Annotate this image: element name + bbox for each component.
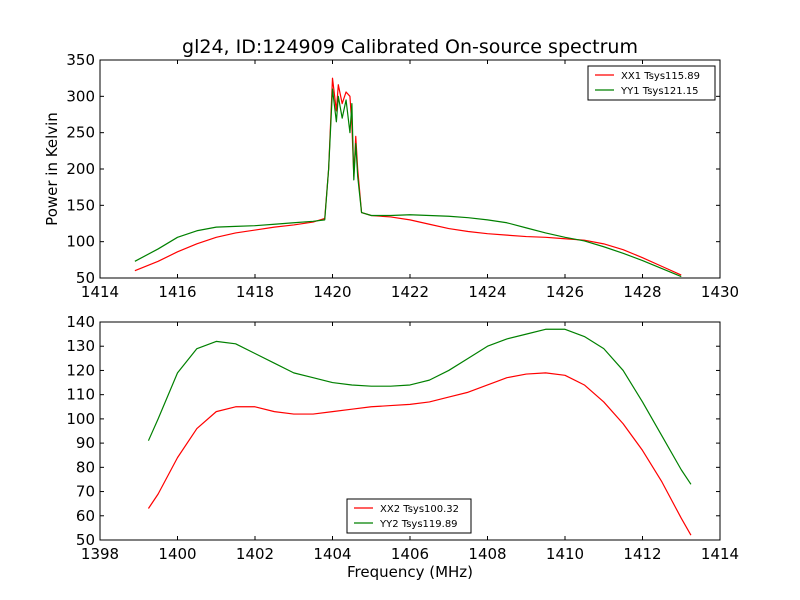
x-tick-label: 1426 xyxy=(546,283,584,301)
x-tick-label: 1420 xyxy=(313,283,351,301)
legend-label: XX1 Tsys115.89 xyxy=(621,71,700,82)
figure-title: gl24, ID:124909 Calibrated On-source spe… xyxy=(182,36,638,58)
legend-box xyxy=(346,498,472,534)
plot-panel-top: 1414 1416 1418 1420 1422 1424 1426 1428 1430 50 10… xyxy=(43,51,739,301)
legend-label: YY2 Tsys119.89 xyxy=(379,519,458,530)
plot-panels: 1414 1416 1418 1420 1422 1424 1426 1428 1430 50 10… xyxy=(43,51,739,581)
legend-label: YY1 Tsys121.15 xyxy=(620,86,699,97)
plot-panel-bottom: 1398 1400 1402 1404 1406 1408 1410 1412 1414 50 60… xyxy=(66,313,739,581)
y-tick-label: 50 xyxy=(76,531,95,549)
legend-bottom: XX2 Tsys100.32 YY2 Tsys119.89 xyxy=(346,498,472,534)
x-tick-label: 1400 xyxy=(158,545,196,563)
legend-top: XX1 Tsys115.89 YY1 Tsys121.15 xyxy=(587,65,716,101)
series-line-bottom-1 xyxy=(147,372,692,536)
x-tick-label: 1402 xyxy=(236,545,274,563)
x-tick-label: 1424 xyxy=(468,283,506,301)
y-tick-label: 90 xyxy=(76,434,95,452)
y-tick-label: 130 xyxy=(66,337,95,355)
x-tick-label: 1414 xyxy=(701,545,739,563)
y-tick-label: 100 xyxy=(66,410,95,428)
y-tick-label: 60 xyxy=(76,507,95,525)
y-tick-label: 110 xyxy=(66,386,95,404)
y-tick-label: 200 xyxy=(66,160,95,178)
x-tick-label: 1422 xyxy=(391,283,429,301)
series-line-bottom-2 xyxy=(147,328,692,485)
y-tick-label: 120 xyxy=(66,361,95,379)
y-axis-label: Power in Kelvin xyxy=(43,112,61,226)
y-tick-label: 150 xyxy=(66,196,95,214)
x-tick-label: 1408 xyxy=(468,545,506,563)
y-tick-label: 70 xyxy=(76,483,95,501)
y-tick-label: 100 xyxy=(66,233,95,251)
legend-box xyxy=(587,65,716,101)
x-tick-label: 1410 xyxy=(546,545,584,563)
y-tick-label: 140 xyxy=(66,313,95,331)
x-tick-label: 1416 xyxy=(158,283,196,301)
x-tick-label: 1414 xyxy=(81,283,119,301)
y-tick-label: 50 xyxy=(76,269,95,287)
y-tick-label: 350 xyxy=(66,51,95,69)
y-tick-label: 80 xyxy=(76,458,95,476)
x-tick-label: 1406 xyxy=(391,545,429,563)
x-tick-label: 1404 xyxy=(313,545,351,563)
x-tick-label: 1430 xyxy=(701,283,739,301)
y-tick-label: 300 xyxy=(66,87,95,105)
series-line-top-2 xyxy=(134,88,682,278)
x-tick-label: 1428 xyxy=(623,283,661,301)
x-tick-label: 1398 xyxy=(81,545,119,563)
x-axis-label: Frequency (MHz) xyxy=(347,563,473,581)
x-tick-label: 1418 xyxy=(236,283,274,301)
y-tick-label: 250 xyxy=(66,124,95,142)
legend-label: XX2 Tsys100.32 xyxy=(380,504,459,515)
x-tick-label: 1412 xyxy=(623,545,661,563)
